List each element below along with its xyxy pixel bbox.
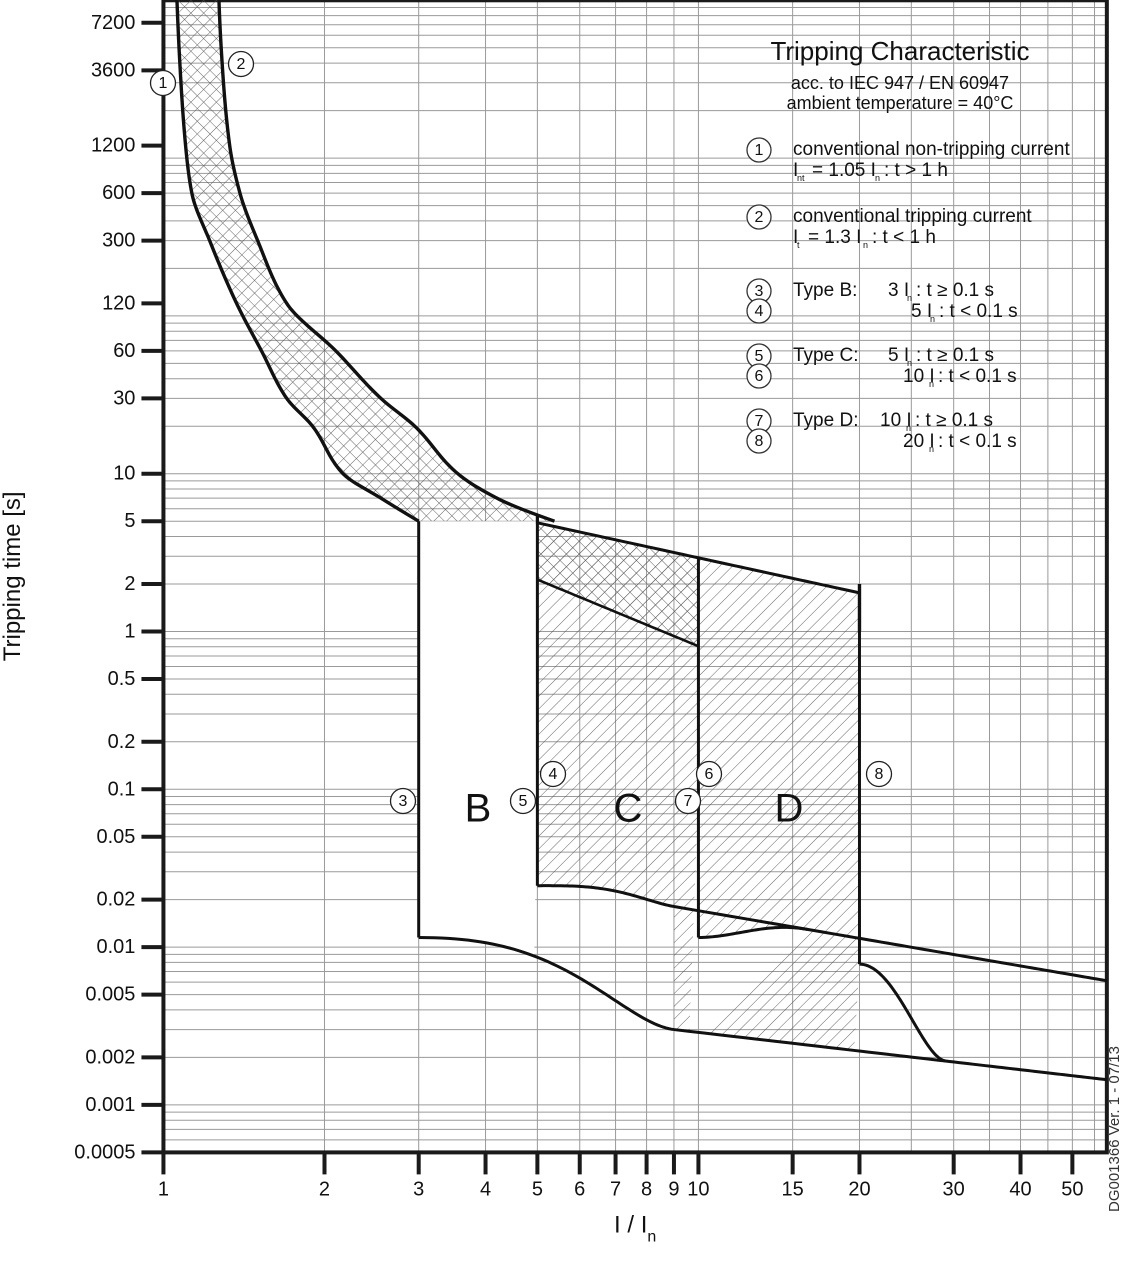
- svg-text:0.002: 0.002: [85, 1046, 135, 1068]
- svg-text:6: 6: [705, 766, 714, 783]
- svg-text:2: 2: [237, 56, 246, 73]
- svg-text:5: 5: [124, 510, 135, 532]
- svg-text:0.5: 0.5: [108, 668, 136, 690]
- svg-text:4: 4: [549, 766, 558, 783]
- svg-text:Tripping time [s]: Tripping time [s]: [0, 491, 26, 661]
- svg-text:20: 20: [848, 1178, 870, 1200]
- svg-text:0.02: 0.02: [97, 889, 136, 911]
- svg-text:2: 2: [755, 209, 764, 226]
- svg-text:5 I: 5 I: [911, 301, 932, 322]
- svg-text:0.2: 0.2: [108, 731, 136, 753]
- svg-text:10: 10: [113, 463, 135, 485]
- svg-text:300: 300: [102, 230, 135, 252]
- svg-text:n: n: [863, 240, 868, 250]
- svg-text:n: n: [875, 173, 880, 183]
- svg-text:7: 7: [610, 1178, 621, 1200]
- svg-text:Type B:: Type B:: [793, 280, 857, 301]
- svg-text:3: 3: [755, 283, 764, 300]
- svg-text:0.001: 0.001: [85, 1094, 135, 1116]
- svg-text:: t < 0.1 s: : t < 0.1 s: [939, 301, 1018, 322]
- svg-text:15: 15: [782, 1178, 804, 1200]
- svg-text:1: 1: [159, 75, 168, 92]
- svg-text:9: 9: [668, 1178, 679, 1200]
- svg-text:Type C:: Type C:: [793, 345, 858, 366]
- svg-text:C: C: [613, 786, 642, 830]
- svg-text:0.1: 0.1: [108, 778, 136, 800]
- svg-text:: t ≥ 0.1 s: : t ≥ 0.1 s: [916, 345, 994, 366]
- svg-text:B: B: [465, 786, 492, 830]
- svg-text:60: 60: [113, 340, 135, 362]
- svg-text:7: 7: [755, 413, 764, 430]
- svg-text:7200: 7200: [91, 12, 136, 34]
- svg-text:= 1.05 I: = 1.05 I: [812, 160, 876, 181]
- svg-text:3 I: 3 I: [888, 280, 909, 301]
- svg-text:2: 2: [124, 573, 135, 595]
- svg-text:2: 2: [319, 1178, 330, 1200]
- svg-text:30: 30: [943, 1178, 965, 1200]
- svg-text:0.01: 0.01: [97, 936, 136, 958]
- svg-text:4: 4: [480, 1178, 491, 1200]
- svg-text:1: 1: [755, 142, 764, 159]
- svg-text:conventional tripping current: conventional tripping current: [793, 206, 1032, 227]
- svg-text:5: 5: [519, 793, 528, 810]
- svg-text:: t < 0.1 s: : t < 0.1 s: [938, 431, 1017, 452]
- svg-text:50: 50: [1061, 1178, 1083, 1200]
- svg-text:7: 7: [684, 793, 693, 810]
- svg-text:8: 8: [641, 1178, 652, 1200]
- svg-text:8: 8: [875, 766, 884, 783]
- svg-text:4: 4: [755, 303, 764, 320]
- svg-text:0.05: 0.05: [97, 826, 136, 848]
- svg-text:n: n: [930, 314, 935, 324]
- svg-text:: t ≥ 0.1 s: : t ≥ 0.1 s: [915, 410, 993, 431]
- svg-text:1: 1: [124, 621, 135, 643]
- svg-text:1200: 1200: [91, 135, 136, 157]
- svg-text:ambient temperature = 40°C: ambient temperature = 40°C: [787, 93, 1014, 113]
- svg-text:0.005: 0.005: [85, 984, 135, 1006]
- svg-text:DG001366 Ver. 1 - 07/13: DG001366 Ver. 1 - 07/13: [1106, 1046, 1123, 1212]
- svg-text:3: 3: [413, 1178, 424, 1200]
- svg-text:= 1.3 I: = 1.3 I: [808, 227, 861, 248]
- svg-text:: t > 1 h: : t > 1 h: [884, 160, 948, 181]
- svg-text:Tripping Characteristic: Tripping Characteristic: [770, 36, 1029, 66]
- svg-text:3: 3: [399, 793, 408, 810]
- svg-text:: t ≥ 0.1 s: : t ≥ 0.1 s: [916, 280, 994, 301]
- svg-text:n: n: [929, 444, 934, 454]
- svg-text:5 I: 5 I: [888, 345, 909, 366]
- svg-text:40: 40: [1009, 1178, 1031, 1200]
- svg-text:120: 120: [102, 292, 135, 314]
- svg-text:conventional non-tripping curr: conventional non-tripping current: [793, 139, 1070, 160]
- svg-text:Type D:: Type D:: [793, 410, 858, 431]
- svg-text:10: 10: [687, 1178, 709, 1200]
- svg-text:6: 6: [755, 368, 764, 385]
- svg-text:30: 30: [113, 387, 135, 409]
- svg-text:5: 5: [532, 1178, 543, 1200]
- svg-text:acc. to IEC 947 / EN 60947: acc. to IEC 947 / EN 60947: [791, 73, 1009, 93]
- svg-text:nt: nt: [797, 173, 805, 183]
- svg-text:600: 600: [102, 182, 135, 204]
- svg-text:D: D: [775, 786, 804, 830]
- svg-text:0.0005: 0.0005: [74, 1141, 135, 1163]
- svg-text:1: 1: [158, 1178, 169, 1200]
- svg-text:n: n: [929, 379, 934, 389]
- svg-text:3600: 3600: [91, 59, 136, 81]
- svg-text:: t < 1 h: : t < 1 h: [872, 227, 936, 248]
- svg-text:6: 6: [574, 1178, 585, 1200]
- svg-text:: t < 0.1 s: : t < 0.1 s: [938, 366, 1017, 387]
- svg-text:8: 8: [755, 433, 764, 450]
- svg-text:5: 5: [755, 348, 764, 365]
